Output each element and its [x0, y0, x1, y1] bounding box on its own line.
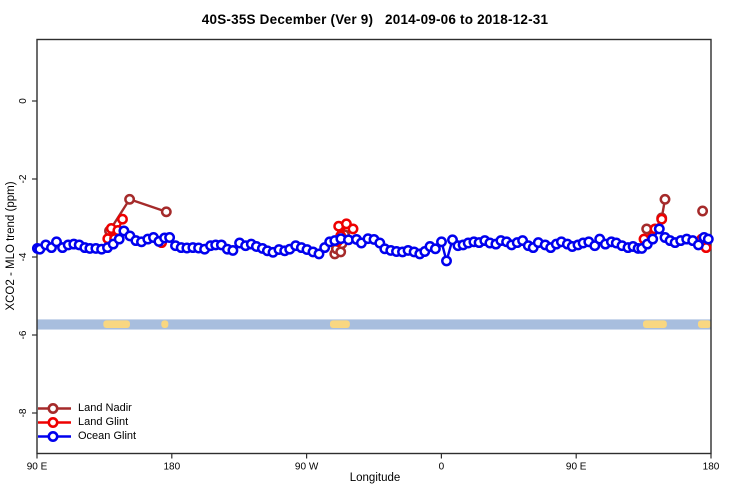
y-tick-label: -8 — [18, 408, 29, 417]
y-tick-label: -4 — [18, 252, 29, 261]
land-nadir-point — [659, 193, 671, 205]
legend-item-land-nadir: Land Nadir — [37, 401, 136, 415]
x-axis-label: Longitude — [349, 472, 401, 484]
land-glint-point — [656, 213, 668, 225]
ocean-glint-point — [692, 239, 704, 251]
x-tick-label: 90 E — [566, 462, 587, 473]
ocean-glint-point — [113, 233, 125, 245]
legend-marker-icon — [38, 402, 71, 414]
x-tick-label: 0 — [439, 462, 445, 473]
ocean-glint-point — [313, 248, 325, 260]
legend-marker-icon — [38, 416, 71, 428]
land-nadir-point — [124, 193, 136, 205]
ocean-glint-point — [429, 243, 441, 255]
y-tick-label: -2 — [18, 174, 29, 183]
legend-item-ocean-glint: Ocean Glint — [37, 429, 136, 443]
ocean-glint-point — [436, 236, 447, 248]
map-band-land-patch — [643, 320, 667, 328]
y-axis-label: XCO2 - MLO trend (ppm) — [5, 181, 17, 311]
legend-marker-icon — [38, 430, 71, 442]
legend-label: Land Glint — [78, 415, 129, 428]
x-tick-label: 180 — [163, 462, 180, 473]
map-band-ocean — [37, 319, 711, 330]
y-tick-label: -6 — [18, 330, 29, 339]
ocean-glint-point — [653, 223, 665, 235]
ocean-glint-point — [227, 244, 239, 256]
ocean-glint-point — [441, 255, 452, 267]
land-glint-point — [117, 213, 128, 225]
x-tick-label: 90 W — [295, 462, 319, 473]
ocean-glint-point — [164, 232, 176, 243]
map-band-land-patch — [161, 320, 169, 328]
map-band-land-patch — [697, 320, 711, 328]
land-glint-point — [347, 223, 359, 235]
legend-label: Land Nadir — [78, 401, 132, 414]
map-band-land-patch — [329, 320, 350, 328]
map-band-land-patch — [103, 320, 131, 328]
legend-item-land-glint: Land Glint — [37, 415, 136, 429]
ocean-glint-point — [702, 233, 714, 245]
x-tick-label: 180 — [703, 462, 720, 473]
x-tick-label: 90 E — [27, 462, 48, 473]
ocean-glint-point — [647, 233, 659, 245]
land-nadir-point — [160, 206, 172, 218]
y-tick-label: 0 — [18, 98, 29, 104]
legend: Land Nadir Land Glint Ocean Glint — [37, 401, 136, 443]
land-nadir-point — [697, 205, 709, 217]
legend-label: Ocean Glint — [78, 429, 137, 442]
chart-title: 40S-35S December (Ver 9) 2014-09-06 to 2… — [201, 12, 549, 27]
